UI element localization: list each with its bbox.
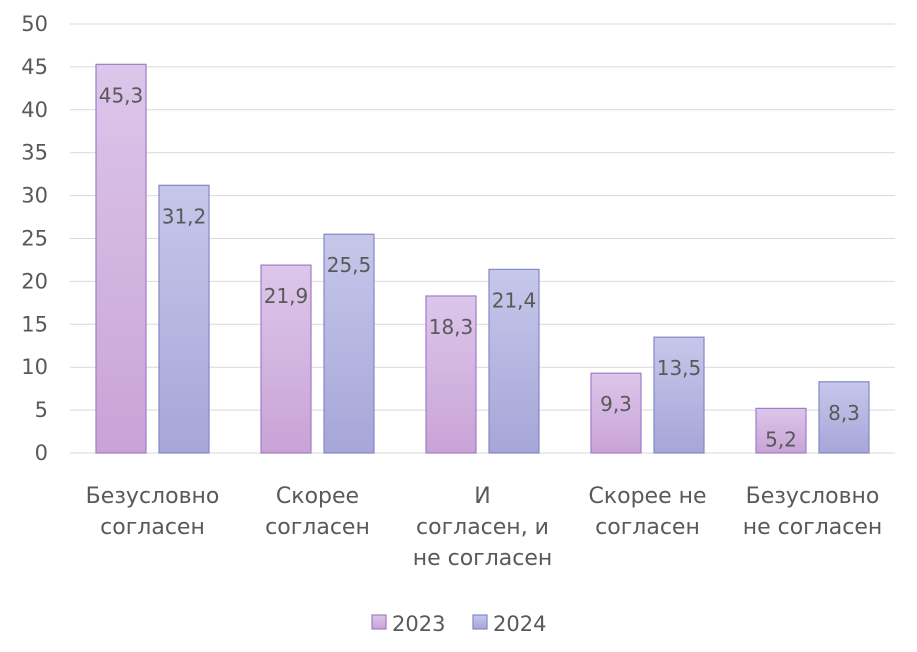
y-tick-label: 25 [21, 227, 48, 251]
data-label: 5,2 [765, 427, 797, 451]
data-label: 18,3 [429, 315, 474, 339]
bar-2023 [95, 63, 147, 454]
y-tick-label: 45 [21, 55, 48, 79]
data-label: 21,9 [264, 284, 309, 308]
legend-swatch-2023 [371, 614, 387, 630]
y-tick-label: 5 [35, 398, 48, 422]
y-tick-label: 15 [21, 312, 48, 336]
data-label: 21,4 [492, 288, 537, 312]
y-tick-label: 40 [21, 98, 48, 122]
y-tick-label: 10 [21, 355, 48, 379]
data-label: 45,3 [99, 83, 144, 107]
x-axis-categories: Безусловно согласен Скорее согласен И согласе… [86, 484, 883, 571]
bar-2024 [323, 233, 375, 454]
y-tick-label: 50 [21, 12, 48, 36]
data-label: 25,5 [327, 253, 372, 277]
bar-2023 [260, 264, 312, 454]
legend-label-2023: 2023 [392, 612, 445, 636]
x-category-label: Безусловно не согласен [743, 484, 883, 540]
x-category-label: Безусловно согласен [86, 484, 220, 540]
data-label: 31,2 [162, 204, 207, 228]
data-labels: 45,3 31,2 21,9 25,5 18,3 21,4 9,3 13,5 5,2 8,3 [99, 83, 860, 451]
bar-2024 [488, 268, 540, 454]
bar-2024 [158, 184, 210, 454]
bar-2023 [755, 407, 807, 454]
x-category-label: Скорее согласен [265, 484, 370, 540]
bar-2023 [425, 295, 477, 454]
data-label: 13,5 [657, 356, 702, 380]
bar-2024 [653, 336, 705, 454]
bar-2023 [590, 372, 642, 454]
y-tick-label: 30 [21, 184, 48, 208]
x-category-label: Скорее не согласен [588, 484, 706, 540]
legend-label-2024: 2024 [493, 612, 546, 636]
bar-2024 [818, 381, 870, 454]
data-label: 9,3 [600, 392, 632, 416]
y-tick-label: 35 [21, 141, 48, 165]
legend-swatch-2024 [472, 614, 488, 630]
y-axis-ticks: 0 5 10 15 20 25 30 35 40 45 50 [21, 12, 48, 465]
y-tick-label: 20 [21, 269, 48, 293]
data-label: 8,3 [828, 401, 860, 425]
y-tick-label: 0 [35, 441, 48, 465]
legend: 2023 2024 [371, 612, 546, 636]
bars [95, 63, 870, 454]
